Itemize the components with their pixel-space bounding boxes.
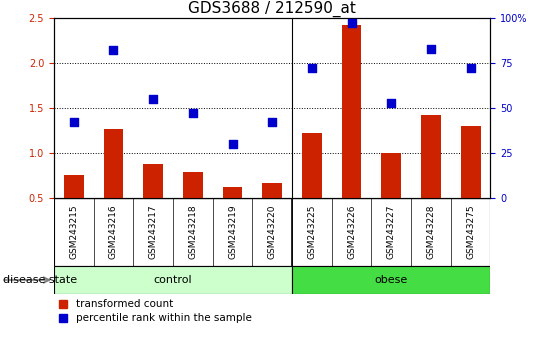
- Legend: transformed count, percentile rank within the sample: transformed count, percentile rank withi…: [59, 299, 252, 323]
- Bar: [292, 266, 490, 294]
- Point: [70, 120, 78, 125]
- Text: GSM243228: GSM243228: [426, 205, 436, 259]
- Bar: [183, 172, 203, 198]
- Text: control: control: [154, 275, 192, 285]
- Text: GSM243217: GSM243217: [149, 205, 157, 259]
- Text: GSM243225: GSM243225: [307, 205, 316, 259]
- Text: disease state: disease state: [3, 275, 77, 285]
- Text: GSM243275: GSM243275: [466, 205, 475, 259]
- Bar: [421, 115, 441, 198]
- Text: obese: obese: [375, 275, 408, 285]
- Point: [427, 46, 436, 51]
- Bar: [342, 25, 362, 198]
- Text: GSM243226: GSM243226: [347, 205, 356, 259]
- Bar: [103, 129, 123, 198]
- Point: [466, 65, 475, 71]
- Text: GSM243227: GSM243227: [387, 205, 396, 259]
- Point: [387, 100, 396, 105]
- Bar: [262, 183, 282, 198]
- Bar: [461, 126, 481, 198]
- Bar: [64, 175, 84, 198]
- Bar: [302, 133, 322, 198]
- Bar: [54, 266, 292, 294]
- Text: GSM243219: GSM243219: [228, 205, 237, 259]
- Point: [308, 65, 316, 71]
- Text: GSM243218: GSM243218: [188, 205, 197, 259]
- Point: [149, 96, 157, 102]
- Point: [228, 141, 237, 147]
- Point: [268, 120, 277, 125]
- Point: [109, 47, 118, 53]
- Point: [189, 110, 197, 116]
- Text: GSM243216: GSM243216: [109, 205, 118, 259]
- Bar: [223, 187, 243, 198]
- Text: GSM243215: GSM243215: [69, 205, 78, 259]
- Bar: [143, 164, 163, 198]
- Bar: [382, 153, 401, 198]
- Text: GSM243220: GSM243220: [268, 205, 277, 259]
- Point: [347, 21, 356, 26]
- Title: GDS3688 / 212590_at: GDS3688 / 212590_at: [188, 0, 356, 17]
